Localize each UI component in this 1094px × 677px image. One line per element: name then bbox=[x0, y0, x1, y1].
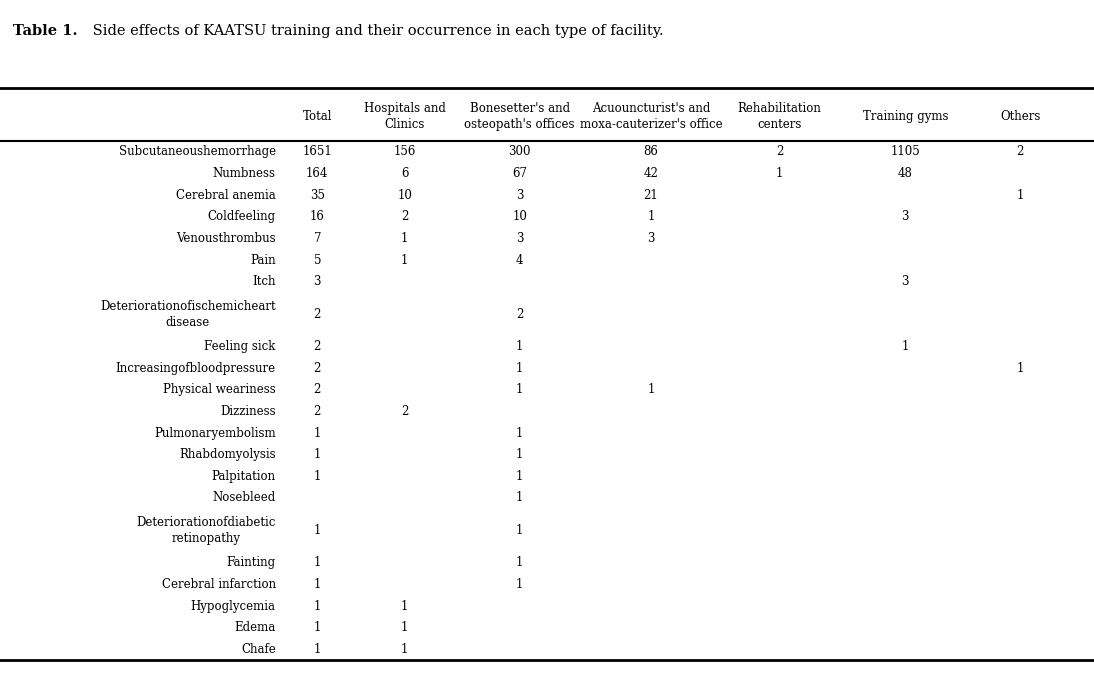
Text: 2: 2 bbox=[314, 383, 321, 396]
Text: 2: 2 bbox=[314, 307, 321, 321]
Text: Hospitals and
Clinics: Hospitals and Clinics bbox=[364, 102, 445, 131]
Text: 7: 7 bbox=[314, 232, 321, 245]
Text: 3: 3 bbox=[901, 275, 909, 288]
Text: 1: 1 bbox=[516, 556, 523, 569]
Text: 1: 1 bbox=[516, 524, 523, 537]
Text: 16: 16 bbox=[310, 211, 325, 223]
Text: 2: 2 bbox=[516, 307, 523, 321]
Text: Coldfeeling: Coldfeeling bbox=[208, 211, 276, 223]
Text: 3: 3 bbox=[516, 232, 523, 245]
Text: 6: 6 bbox=[401, 167, 408, 180]
Text: Training gyms: Training gyms bbox=[862, 110, 948, 123]
Text: 1: 1 bbox=[516, 427, 523, 439]
Text: 1: 1 bbox=[314, 600, 321, 613]
Text: Edema: Edema bbox=[234, 621, 276, 634]
Text: Cerebral anemia: Cerebral anemia bbox=[176, 189, 276, 202]
Text: 1: 1 bbox=[516, 340, 523, 353]
Text: 1: 1 bbox=[516, 383, 523, 396]
Text: 300: 300 bbox=[509, 146, 531, 158]
Text: Numbness: Numbness bbox=[212, 167, 276, 180]
Text: 1: 1 bbox=[776, 167, 783, 180]
Text: 1: 1 bbox=[1016, 362, 1024, 374]
Text: 4: 4 bbox=[516, 254, 523, 267]
Text: 1: 1 bbox=[648, 211, 654, 223]
Text: 2: 2 bbox=[401, 405, 408, 418]
Text: 1: 1 bbox=[314, 448, 321, 461]
Text: 3: 3 bbox=[648, 232, 654, 245]
Text: 5: 5 bbox=[314, 254, 321, 267]
Text: 1: 1 bbox=[314, 642, 321, 656]
Text: Rehabilitation
centers: Rehabilitation centers bbox=[737, 102, 822, 131]
Text: 67: 67 bbox=[512, 167, 527, 180]
Text: 1: 1 bbox=[401, 232, 408, 245]
Text: Cerebral infarction: Cerebral infarction bbox=[162, 578, 276, 591]
Text: Palpitation: Palpitation bbox=[211, 470, 276, 483]
Text: Itch: Itch bbox=[253, 275, 276, 288]
Text: 1: 1 bbox=[1016, 189, 1024, 202]
Text: 2: 2 bbox=[1016, 146, 1024, 158]
Text: 1: 1 bbox=[401, 254, 408, 267]
Text: 1: 1 bbox=[314, 524, 321, 537]
Text: 1: 1 bbox=[516, 492, 523, 504]
Text: 1: 1 bbox=[516, 362, 523, 374]
Text: Chafe: Chafe bbox=[241, 642, 276, 656]
Text: 1: 1 bbox=[314, 621, 321, 634]
Text: 1: 1 bbox=[516, 448, 523, 461]
Text: 1: 1 bbox=[648, 383, 654, 396]
Text: 35: 35 bbox=[310, 189, 325, 202]
Text: 1: 1 bbox=[314, 470, 321, 483]
Text: 1: 1 bbox=[314, 578, 321, 591]
Text: Fainting: Fainting bbox=[226, 556, 276, 569]
Text: Pulmonaryembolism: Pulmonaryembolism bbox=[154, 427, 276, 439]
Text: 1: 1 bbox=[516, 470, 523, 483]
Text: Dizziness: Dizziness bbox=[220, 405, 276, 418]
Text: Total: Total bbox=[303, 110, 331, 123]
Text: 42: 42 bbox=[643, 167, 659, 180]
Text: 1105: 1105 bbox=[891, 146, 920, 158]
Text: 2: 2 bbox=[314, 340, 321, 353]
Text: 1: 1 bbox=[314, 427, 321, 439]
Text: Table 1.: Table 1. bbox=[13, 24, 78, 38]
Text: 10: 10 bbox=[512, 211, 527, 223]
Text: Pain: Pain bbox=[251, 254, 276, 267]
Text: Nosebleed: Nosebleed bbox=[212, 492, 276, 504]
Text: 3: 3 bbox=[314, 275, 321, 288]
Text: 1: 1 bbox=[401, 600, 408, 613]
Text: Feeling sick: Feeling sick bbox=[205, 340, 276, 353]
Text: Deteriorationofdiabetic
retinopathy: Deteriorationofdiabetic retinopathy bbox=[137, 516, 276, 545]
Text: 48: 48 bbox=[898, 167, 912, 180]
Text: 156: 156 bbox=[394, 146, 416, 158]
Text: 164: 164 bbox=[306, 167, 328, 180]
Text: Bonesetter's and
osteopath's offices: Bonesetter's and osteopath's offices bbox=[464, 102, 575, 131]
Text: Hypoglycemia: Hypoglycemia bbox=[190, 600, 276, 613]
Text: Physical weariness: Physical weariness bbox=[163, 383, 276, 396]
Text: 3: 3 bbox=[516, 189, 523, 202]
Text: 1: 1 bbox=[401, 621, 408, 634]
Text: Deteriorationofischemicheart
disease: Deteriorationofischemicheart disease bbox=[100, 300, 276, 328]
Text: Others: Others bbox=[1000, 110, 1040, 123]
Text: 1: 1 bbox=[516, 578, 523, 591]
Text: Venousthrombus: Venousthrombus bbox=[176, 232, 276, 245]
Text: Rhabdomyolysis: Rhabdomyolysis bbox=[179, 448, 276, 461]
Text: Increasingofbloodpressure: Increasingofbloodpressure bbox=[116, 362, 276, 374]
Text: 2: 2 bbox=[314, 362, 321, 374]
Text: 1: 1 bbox=[401, 642, 408, 656]
Text: 86: 86 bbox=[643, 146, 659, 158]
Text: 2: 2 bbox=[401, 211, 408, 223]
Text: Subcutaneoushemorrhage: Subcutaneoushemorrhage bbox=[118, 146, 276, 158]
Text: 1: 1 bbox=[901, 340, 909, 353]
Text: 1651: 1651 bbox=[302, 146, 333, 158]
Text: 21: 21 bbox=[643, 189, 659, 202]
Text: 2: 2 bbox=[776, 146, 783, 158]
Text: 1: 1 bbox=[314, 556, 321, 569]
Text: Acuouncturist's and
moxa-cauterizer's office: Acuouncturist's and moxa-cauterizer's of… bbox=[580, 102, 722, 131]
Text: 10: 10 bbox=[397, 189, 412, 202]
Text: 2: 2 bbox=[314, 405, 321, 418]
Text: Side effects of KAATSU training and their occurrence in each type of facility.: Side effects of KAATSU training and thei… bbox=[88, 24, 663, 38]
Text: 3: 3 bbox=[901, 211, 909, 223]
